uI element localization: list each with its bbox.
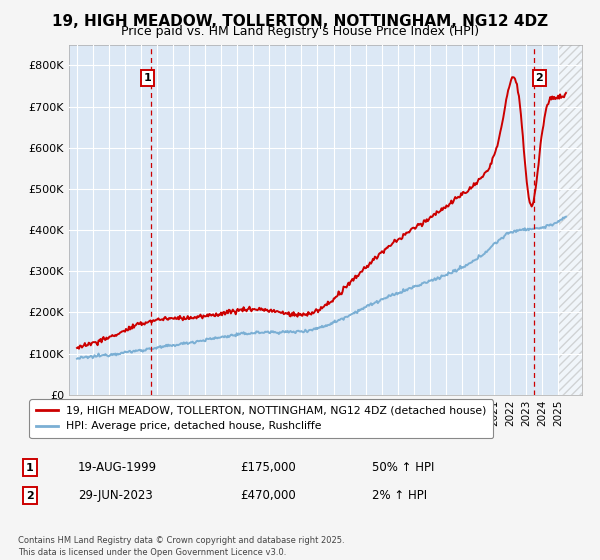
Text: Contains HM Land Registry data © Crown copyright and database right 2025.
This d: Contains HM Land Registry data © Crown c… [18, 536, 344, 557]
Text: 29-JUN-2023: 29-JUN-2023 [78, 489, 153, 502]
Text: 50% ↑ HPI: 50% ↑ HPI [372, 461, 434, 474]
Text: 1: 1 [143, 73, 151, 83]
Legend: 19, HIGH MEADOW, TOLLERTON, NOTTINGHAM, NG12 4DZ (detached house), HPI: Average : 19, HIGH MEADOW, TOLLERTON, NOTTINGHAM, … [29, 399, 493, 438]
Text: 19-AUG-1999: 19-AUG-1999 [78, 461, 157, 474]
Bar [558, 45, 582, 395]
Text: 19, HIGH MEADOW, TOLLERTON, NOTTINGHAM, NG12 4DZ: 19, HIGH MEADOW, TOLLERTON, NOTTINGHAM, … [52, 14, 548, 29]
Text: 2: 2 [535, 73, 543, 83]
Text: 2: 2 [26, 491, 34, 501]
Text: Price paid vs. HM Land Registry's House Price Index (HPI): Price paid vs. HM Land Registry's House … [121, 25, 479, 38]
Text: 1: 1 [26, 463, 34, 473]
Text: £175,000: £175,000 [240, 461, 296, 474]
Text: 2% ↑ HPI: 2% ↑ HPI [372, 489, 427, 502]
Text: £470,000: £470,000 [240, 489, 296, 502]
